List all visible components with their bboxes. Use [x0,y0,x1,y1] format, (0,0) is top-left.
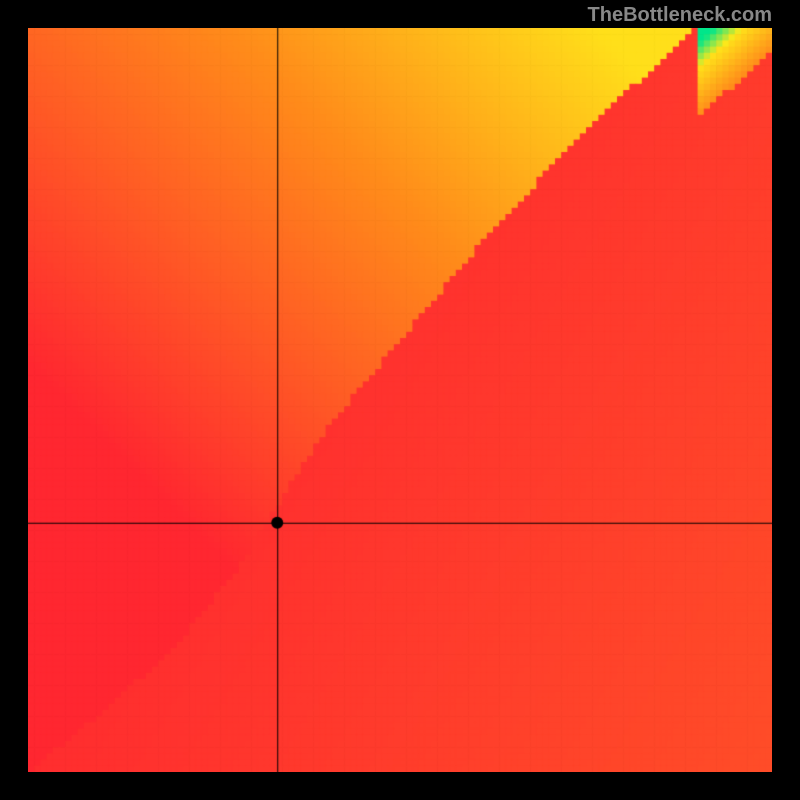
watermark-text: TheBottleneck.com [588,4,772,27]
chart-container: TheBottleneck.com [0,0,800,800]
plot-area [28,28,772,772]
heatmap-canvas [28,28,772,772]
